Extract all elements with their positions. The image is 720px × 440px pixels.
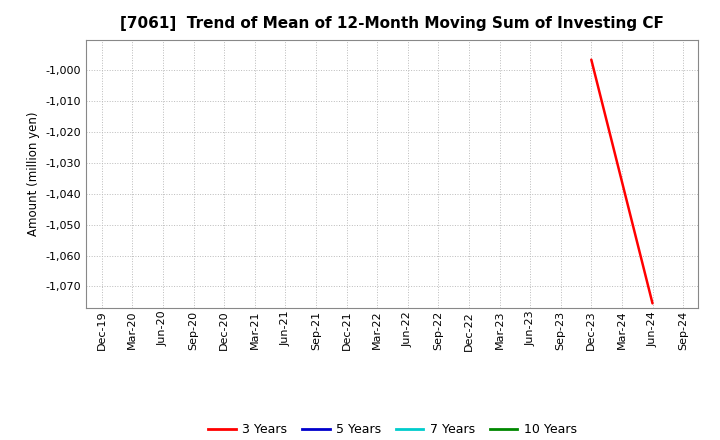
Title: [7061]  Trend of Mean of 12-Month Moving Sum of Investing CF: [7061] Trend of Mean of 12-Month Moving … (120, 16, 665, 32)
Y-axis label: Amount (million yen): Amount (million yen) (27, 112, 40, 236)
Legend: 3 Years, 5 Years, 7 Years, 10 Years: 3 Years, 5 Years, 7 Years, 10 Years (203, 418, 582, 440)
